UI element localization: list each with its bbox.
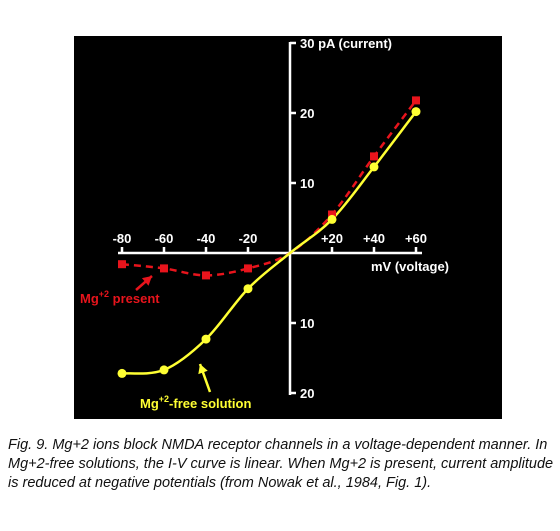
- series-label-arrowhead: [141, 276, 152, 286]
- series-label-text: Mg+2 present: [80, 289, 160, 306]
- data-point-mg_free: [201, 334, 211, 344]
- data-point-mg_free: [243, 284, 253, 294]
- data-point-mg_free: [369, 162, 379, 172]
- chart-panel: -80 -60 -40 -20 +20 +40 +60 20 10 10 20 30 pA (curr…: [74, 36, 502, 419]
- series-label-text: Mg+2-free solution: [140, 394, 251, 411]
- data-point-mg_present: [328, 210, 336, 219]
- x-tick-label: -40: [197, 231, 216, 246]
- y-tick-label: 10: [300, 176, 314, 191]
- y-tick-label: 10: [300, 316, 314, 331]
- data-point-mg_free: [327, 214, 337, 224]
- data-point-mg_free: [411, 107, 421, 117]
- series-label-mg_present: Mg+2 present: [80, 275, 160, 306]
- iv-chart: -80 -60 -40 -20 +20 +40 +60 20 10 10 20 30 pA (curr…: [80, 36, 449, 411]
- x-tick-label: +60: [405, 231, 427, 246]
- y-axis-title: 30 pA (current): [300, 36, 392, 51]
- series-label-sup: +2: [99, 289, 109, 299]
- series-label-sup: +2: [159, 394, 169, 404]
- data-point-mg_present: [118, 260, 126, 269]
- axes: -80 -60 -40 -20 +20 +40 +60 20 10 10 20 30 pA (curr…: [113, 36, 449, 401]
- x-tick-label: -60: [155, 231, 174, 246]
- series-label-rest: -free solution: [169, 396, 251, 411]
- y-tick-label: 20: [300, 386, 314, 401]
- data-point-mg_present: [244, 264, 252, 273]
- data-point-mg_present: [160, 264, 168, 273]
- series-label-mg_free: Mg+2-free solution: [140, 363, 251, 411]
- data-point-mg_free: [117, 368, 127, 378]
- figure-caption: Fig. 9. Mg+2 ions block NMDA receptor ch…: [8, 437, 554, 491]
- y-tick-label: 20: [300, 106, 314, 121]
- x-tick-label: +40: [363, 231, 385, 246]
- x-tick-label: -80: [113, 231, 132, 246]
- x-tick-label: -20: [239, 231, 258, 246]
- data-point-mg_present: [202, 271, 210, 280]
- series-label-main: Mg: [140, 396, 159, 411]
- series-label-arrowhead: [198, 364, 208, 375]
- data-point-mg_present: [412, 96, 420, 105]
- series-line-mg_present: [121, 99, 417, 277]
- data-point-mg_present: [370, 152, 378, 161]
- x-tick-label: +20: [321, 231, 343, 246]
- data-point-mg_free: [159, 365, 169, 375]
- x-axis-title: mV (voltage): [371, 259, 449, 274]
- series-points: [117, 96, 421, 378]
- series-label-main: Mg: [80, 291, 99, 306]
- series-label-rest: present: [109, 291, 160, 306]
